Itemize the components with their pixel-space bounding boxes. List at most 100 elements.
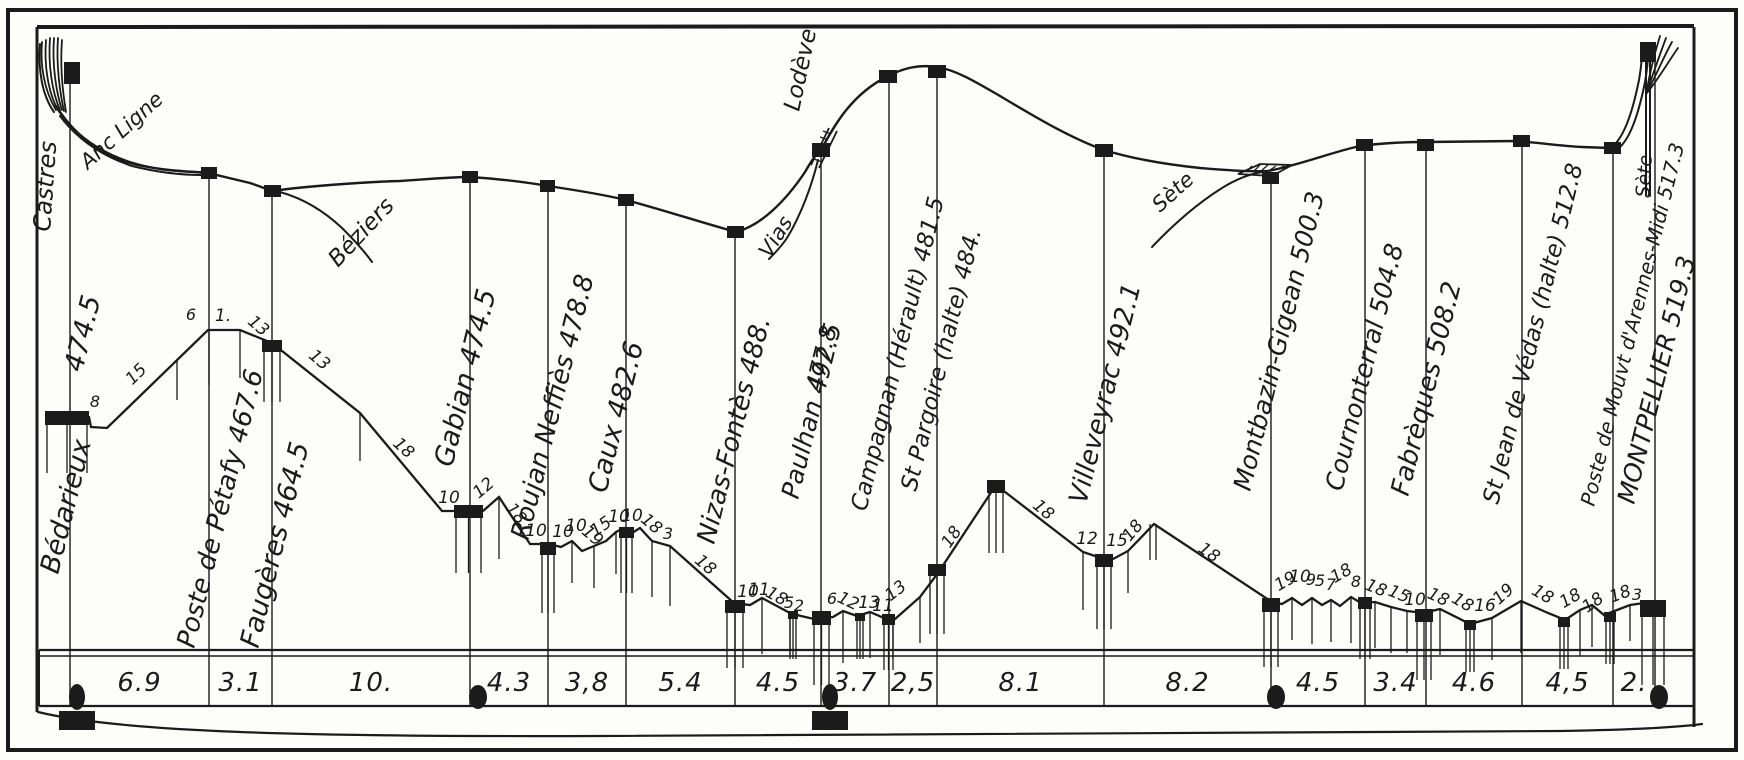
sete-junction-hatch	[1253, 164, 1261, 172]
branch-label: Castres	[28, 140, 62, 232]
gradient-value-label: 18	[1028, 496, 1058, 525]
distance-cell-value: 5.4	[658, 668, 702, 698]
profile-station-bar	[1558, 617, 1570, 627]
gradient-value-label: 18	[1579, 588, 1608, 617]
lodeve-branch-hatch	[822, 130, 832, 135]
distance-cell-value: 3.7	[833, 668, 877, 698]
station-label: Roujan Neffiès 478.8	[506, 271, 601, 542]
distance-cell-value: 3.4	[1373, 668, 1417, 698]
gradient-value-label: 10	[608, 507, 630, 527]
water-crane-base	[812, 711, 848, 730]
profile-station-bar	[812, 611, 831, 625]
station-track-fan	[56, 37, 65, 112]
gradient-value-label: 18	[1528, 581, 1557, 609]
plan-station-square	[618, 194, 634, 206]
plan-branch-line	[57, 109, 203, 173]
profile-station-bar	[1640, 600, 1666, 617]
gradient-value-label: 18	[1424, 584, 1452, 611]
profile-station-bar	[1415, 609, 1433, 622]
profile-station-bar	[1262, 598, 1280, 612]
gradient-value-label: 1.	[215, 306, 231, 326]
gradient-value-label: 11	[872, 596, 894, 616]
sete-junction-hatch	[1245, 165, 1253, 173]
gradient-value-label: 12	[1076, 529, 1098, 549]
gradient-value-label: 6	[827, 589, 837, 608]
gradient-value-label: 10	[438, 488, 460, 508]
profile-station-bar	[1464, 620, 1476, 630]
plan-branch-line	[768, 159, 819, 260]
gradient-value-label: 6	[186, 305, 196, 324]
profile-station-bar	[987, 480, 1005, 493]
distance-cell-value: 10.	[349, 668, 393, 698]
gradient-value-label: 16	[1474, 596, 1496, 616]
plan-station-square	[1604, 142, 1621, 154]
station-track-fan	[1645, 41, 1673, 95]
distance-cell-value: 6.9	[117, 668, 161, 698]
distance-cell-value: 3.1	[218, 668, 262, 698]
gradient-value-label: 13	[304, 346, 333, 375]
depot-dot-marker	[1267, 685, 1285, 709]
gradient-value-label: 10	[565, 516, 587, 536]
branch-label: Sète	[1632, 154, 1657, 198]
plan-station-square	[812, 143, 830, 157]
station-track-fan	[40, 41, 57, 111]
gradient-value-label: 10	[1404, 590, 1426, 610]
distance-cell-value: 2.	[1621, 668, 1648, 698]
station-label: St Jean de Védas (halte) 512.8	[1479, 161, 1589, 507]
plan-station-square	[1513, 135, 1530, 147]
gradient-value-label: 18	[1607, 581, 1634, 607]
sete-junction-hatch	[1261, 164, 1269, 171]
frame-top	[36, 24, 1695, 29]
station-label: Caux 482.6	[583, 338, 650, 495]
plan-station-square	[1095, 144, 1113, 157]
plan-station-square	[1417, 139, 1434, 151]
gradient-value-label: 3	[663, 524, 673, 543]
profile-station-bar	[882, 614, 895, 625]
profile-station-bar	[1604, 612, 1616, 622]
profile-station-bar	[1095, 554, 1113, 567]
gradient-value-label: 18	[690, 551, 720, 580]
page-bottom-curve	[36, 710, 1704, 738]
station-track-fan	[52, 37, 63, 111]
station-label: Gabian 474.5	[429, 286, 503, 470]
water-crane-base	[59, 711, 95, 730]
station-label: Faugères 464.5	[235, 439, 316, 651]
station-label: Fabrèques 508.2	[1386, 279, 1468, 499]
plan-station-square	[1262, 172, 1279, 184]
gradient-value-label: 3	[1632, 585, 1642, 604]
distance-cell-value: 4.3	[487, 668, 531, 698]
plan-branch-line	[1609, 51, 1643, 149]
gradient-value-label: 18	[938, 522, 967, 551]
gradient-value-label: 10	[621, 506, 643, 526]
branch-label: Béziers	[323, 193, 399, 272]
profile-station-bar	[855, 613, 865, 621]
plan-station-square	[64, 62, 80, 84]
gradient-value-label: 18	[1448, 589, 1477, 617]
plan-station-square	[1640, 42, 1656, 62]
depot-dot-marker	[469, 685, 487, 709]
distance-cell-value: 4.5	[1296, 668, 1340, 698]
branch-label: Lodève	[779, 26, 822, 113]
distance-cell-value: 4,5	[1545, 668, 1589, 698]
plan-station-square	[264, 185, 281, 197]
plan-branch-line	[59, 115, 203, 176]
gradient-value-label: 15	[1106, 531, 1128, 551]
gradient-value-label: 13	[243, 312, 272, 341]
plan-station-square	[462, 171, 478, 183]
gradient-value-label: 18	[389, 434, 419, 463]
station-track-fan	[44, 39, 59, 111]
gradient-value-label: 10	[737, 582, 759, 602]
plan-station-square	[727, 226, 744, 238]
station-label: 474.5	[59, 292, 108, 375]
gradient-value-label: 10	[525, 521, 547, 541]
gradient-value-label: 12	[469, 474, 498, 503]
gradient-value-label: 9	[1306, 570, 1316, 589]
water-crane-marker	[69, 684, 85, 710]
gradient-value-label: 10	[552, 522, 574, 542]
profile-station-bar	[45, 411, 89, 425]
station-track-fan	[1645, 47, 1679, 95]
profile-station-bar	[619, 527, 634, 538]
profile-station-bar	[928, 564, 946, 576]
